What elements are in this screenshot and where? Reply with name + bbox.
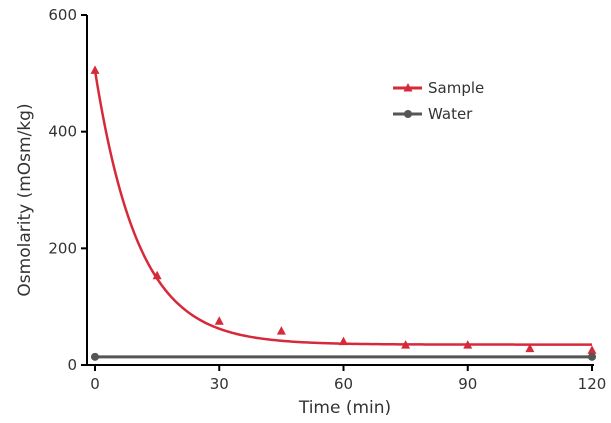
data-point xyxy=(463,340,473,349)
data-point xyxy=(525,343,535,353)
series-water xyxy=(91,352,596,361)
legend-marker xyxy=(403,83,413,92)
y-tick-label: 0 xyxy=(67,356,77,374)
data-point xyxy=(276,326,286,335)
series-sample xyxy=(90,65,597,354)
y-tick-label: 600 xyxy=(48,6,77,24)
data-point xyxy=(152,270,162,280)
y-tick-label: 200 xyxy=(48,239,77,257)
data-point xyxy=(91,352,99,361)
data-point xyxy=(339,336,348,346)
legend-label: Sample xyxy=(428,79,484,97)
legend-marker xyxy=(404,110,412,118)
x-tick-label: 30 xyxy=(210,375,229,393)
legend: Sample Water xyxy=(393,79,484,123)
x-tick-label: 90 xyxy=(458,375,477,393)
y-axis-label: Osmolarity (mOsm/kg) xyxy=(15,103,35,296)
x-tick-label: 0 xyxy=(90,375,100,393)
legend-label: Water xyxy=(428,105,473,123)
data-point xyxy=(588,352,596,361)
x-tick-label: 60 xyxy=(334,375,353,393)
x-tick-label: 120 xyxy=(578,375,607,393)
data-point xyxy=(587,345,597,354)
y-tick-label: 400 xyxy=(48,123,77,141)
x-axis-label: Time (min) xyxy=(298,398,391,418)
axes: 0 200 400 600 0 30 60 90 120 xyxy=(48,6,606,393)
data-point xyxy=(401,340,411,349)
plot-area xyxy=(90,65,597,361)
data-point xyxy=(214,316,224,325)
data-point xyxy=(90,65,100,74)
sample-fit-curve xyxy=(93,70,592,346)
